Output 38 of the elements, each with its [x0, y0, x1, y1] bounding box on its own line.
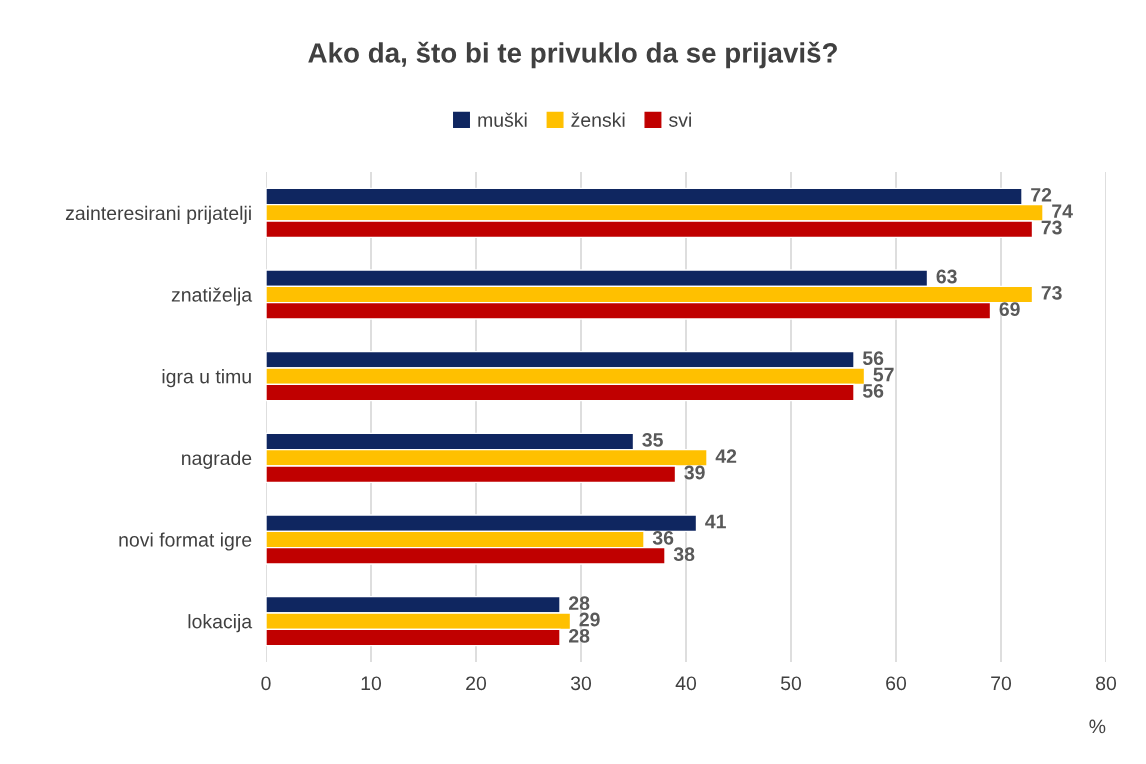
legend-label: svi: [669, 112, 691, 127]
y-tick-label: nagrade: [182, 450, 252, 469]
x-tick-label: 80: [1096, 676, 1117, 691]
data-label: 28: [569, 596, 590, 611]
data-label: 73: [1041, 220, 1062, 235]
data-label: 69: [999, 302, 1020, 317]
data-label: 28: [569, 628, 590, 643]
x-tick-label: 40: [675, 676, 697, 691]
y-tick-label: lokacija: [188, 614, 253, 633]
data-label: 74: [1052, 204, 1073, 218]
data-label: 35: [642, 432, 663, 447]
data-label: 29: [579, 612, 600, 627]
data-label: 72: [1031, 187, 1052, 202]
x-tick-label: 20: [466, 676, 487, 691]
x-tick-label: 0: [261, 676, 271, 691]
chart-title: Ako da, što bi te privuklo da se prijaviš?: [308, 41, 837, 69]
y-tick-label: znatiželja: [171, 287, 253, 306]
x-tick-label: 60: [886, 676, 907, 691]
x-axis-title: %: [1089, 719, 1106, 734]
x-tick-label: 30: [570, 676, 592, 691]
data-label: 42: [715, 449, 737, 463]
y-tick-label: novi format igre: [119, 532, 252, 551]
legend-label: muški: [478, 112, 527, 127]
y-tick-label: zainteresirani prijatelji: [65, 205, 251, 224]
x-tick-label: 10: [361, 676, 382, 691]
data-label: 36: [652, 530, 674, 545]
data-label: 57: [873, 367, 894, 382]
x-tick-label: 50: [780, 676, 802, 691]
data-label: 39: [684, 465, 705, 480]
legend-label: ženski: [571, 112, 625, 127]
data-label: 38: [673, 547, 695, 562]
y-tick-label: igra u timu: [162, 369, 251, 388]
data-label: 73: [1041, 285, 1062, 300]
x-tick-label: 70: [991, 676, 1012, 691]
data-label: 56: [862, 383, 884, 398]
data-label: 41: [705, 514, 726, 529]
data-label: 63: [936, 269, 957, 284]
data-label: 56: [862, 351, 884, 366]
